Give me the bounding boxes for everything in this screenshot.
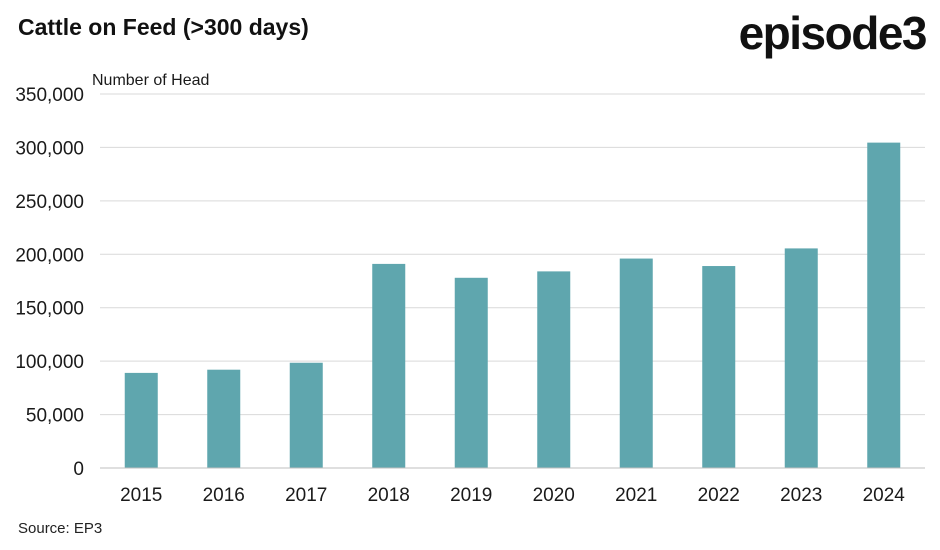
bar-2023 [784,248,818,468]
y-tick-label: 200,000 [15,245,84,266]
bar-2015 [124,372,158,468]
x-tick-label: 2015 [120,485,162,506]
bar-2016 [207,369,241,468]
y-tick-label: 50,000 [26,406,84,427]
bar-2021 [619,258,653,468]
bar-2024 [867,142,901,468]
y-tick-label: 250,000 [15,192,84,213]
y-tick-label: 0 [73,459,84,480]
chart-title: Cattle on Feed (>300 days) [18,14,309,40]
x-tick-label: 2024 [863,485,906,506]
y-tick-labels: 0 50,000 100,000 150,000 200,000 250,000 300,0… [15,85,84,480]
x-tick-label: 2018 [368,485,410,506]
bar-2017 [289,362,323,468]
x-tick-label: 2017 [285,485,327,506]
x-tick-label: 2022 [698,485,740,506]
y-axis-label: Number of Head [92,72,209,89]
x-tick-label: 2020 [533,485,575,506]
y-tick-label: 100,000 [15,352,84,373]
y-tick-label: 150,000 [15,299,84,320]
bar-2020 [537,271,571,468]
brand-logo: episode3 [738,7,928,59]
x-tick-label: 2023 [780,485,822,506]
bar-2022 [702,266,736,468]
bar-2019 [454,277,488,468]
x-tick-label: 2021 [615,485,657,506]
bars [124,142,901,468]
x-tick-label: 2016 [203,485,245,506]
bar-2018 [372,263,406,468]
x-tick-labels: 2015 2016 2017 2018 2019 2020 2021 2022 2023 2024 [120,485,905,506]
x-tick-label: 2019 [450,485,492,506]
source-note: Source: EP3 [18,520,103,537]
y-tick-label: 300,000 [15,138,84,159]
y-tick-label: 350,000 [15,85,84,106]
